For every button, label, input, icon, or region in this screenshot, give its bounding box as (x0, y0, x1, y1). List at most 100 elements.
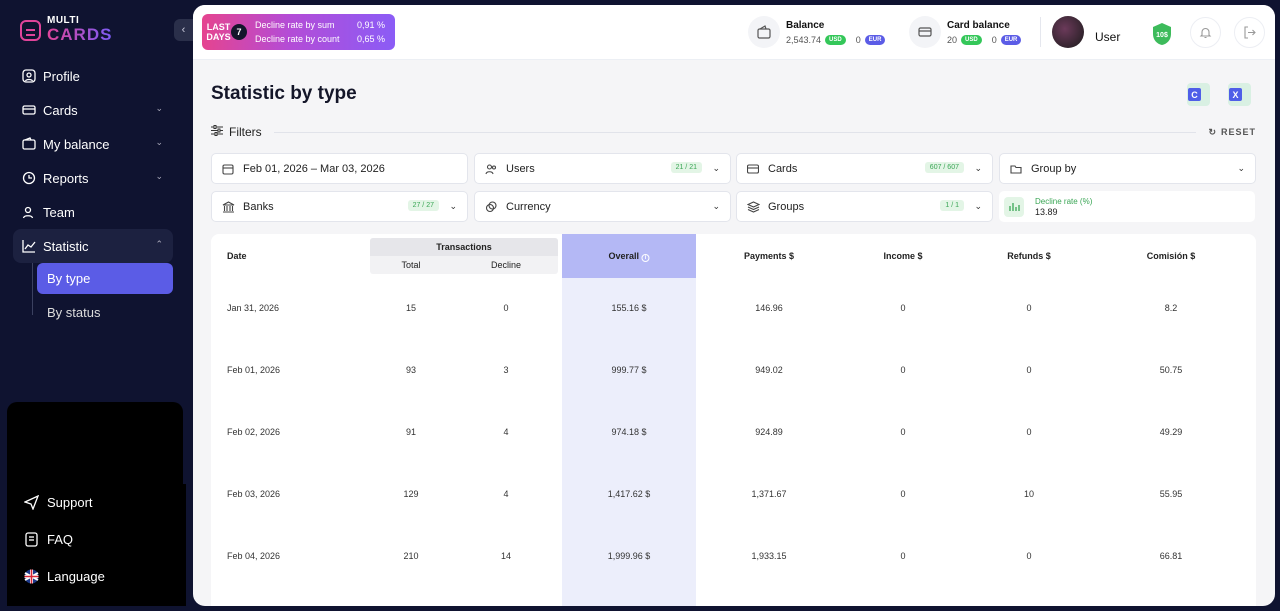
cell-refunds: 0 (1026, 365, 1032, 375)
col-header-decline[interactable]: Decline (490, 260, 522, 270)
cell-date: Feb 01, 2026 (227, 365, 281, 375)
cell-commission: 49.29 (1159, 427, 1183, 437)
sidebar-item-reports[interactable]: Reports ⌄ (13, 161, 173, 195)
balance-widget[interactable]: Balance 2,543.74 USD 0 EUR (748, 16, 886, 48)
cell-overall: 155.16 $ (611, 303, 647, 313)
currency-select[interactable]: Currency ⌄ (474, 191, 731, 222)
col-header-income[interactable]: Income $ (883, 251, 923, 261)
sidebar-item-language[interactable]: Language (7, 558, 186, 595)
rate-sum-label: Decline rate by sum (255, 20, 335, 30)
cell-payments: 146.96 (755, 303, 783, 313)
col-header-overall[interactable]: Overall i (608, 251, 650, 262)
usd-badge: USD (961, 34, 982, 45)
logo-top-text: MULTI (47, 15, 80, 26)
bell-icon[interactable] (1190, 17, 1221, 48)
col-header-date[interactable]: Date (227, 251, 247, 261)
eur-badge: EUR (864, 34, 886, 45)
cell-income: 0 (900, 303, 906, 313)
group-by-select[interactable]: Group by ⌄ (999, 153, 1256, 184)
sidebar-item-label: My balance (43, 136, 110, 152)
bank-icon (222, 200, 235, 213)
col-header-payments[interactable]: Payments $ (743, 251, 795, 261)
col-header-commission[interactable]: Comisión $ (1146, 251, 1196, 261)
cell-overall: 974.18 $ (611, 427, 647, 437)
last-days-value: 7 (231, 24, 247, 40)
avatar[interactable] (1052, 16, 1084, 48)
users-select[interactable]: Users 21 / 21 ⌄ (474, 153, 731, 184)
decline-rate-label: Decline rate (%) (1035, 196, 1093, 206)
sidebar-item-profile[interactable]: Profile (13, 59, 173, 93)
cell-refunds: 0 (1026, 427, 1032, 437)
cell-overall: 999.77 $ (611, 365, 647, 375)
banks-select[interactable]: Banks 27 / 27 ⌄ (211, 191, 468, 222)
chevron-down-icon: ⌄ (155, 171, 163, 181)
chevron-up-icon: ⌃ (155, 239, 163, 249)
cell-refunds: 10 (1023, 489, 1035, 499)
filters-label: Filters (229, 125, 262, 139)
sidebar-item-support[interactable]: Support (7, 484, 186, 521)
user-name[interactable]: User (1095, 30, 1121, 44)
cell-date: Feb 04, 2026 (227, 551, 281, 561)
date-range-picker[interactable]: Feb 01, 2026 – Mar 03, 2026 (211, 153, 468, 184)
col-header-refunds[interactable]: Refunds $ (1007, 251, 1051, 261)
cell-total: 210 (403, 551, 419, 561)
chevron-down-icon: ⌄ (1237, 163, 1245, 173)
users-label: Users (506, 162, 535, 175)
cell-commission: 8.2 (1164, 303, 1178, 313)
banks-label: Banks (243, 200, 274, 213)
cell-total: 15 (405, 303, 417, 313)
eur-badge: EUR (1000, 34, 1022, 45)
cards-count-badge: 607 / 607 (924, 162, 964, 173)
shield-icon[interactable]: 10$ (1151, 22, 1173, 46)
sidebar-subitem-by-status[interactable]: By status (47, 305, 101, 320)
usd-badge: USD (825, 34, 846, 45)
faq-icon (24, 532, 39, 547)
sidebar-item-label: FAQ (47, 532, 74, 547)
chevron-down-icon: ⌄ (974, 163, 982, 173)
col-header-overall-label: Overall (608, 251, 640, 261)
cell-total: 129 (403, 489, 419, 499)
cell-commission: 55.95 (1159, 489, 1183, 499)
wallet-icon (748, 16, 780, 48)
banks-count-badge: 27 / 27 (407, 200, 439, 211)
card-icon (747, 163, 760, 175)
statistic-subnav: By type By status (32, 263, 173, 328)
info-icon[interactable]: i (641, 254, 650, 262)
groups-count-badge: 1 / 1 (940, 200, 964, 211)
calendar-icon (222, 163, 235, 175)
export-csv-icon[interactable]: C (1187, 83, 1210, 106)
sidebar-item-team[interactable]: Team (13, 195, 173, 229)
card-balance-widget[interactable]: Card balance 20 USD 0 EUR (909, 16, 1022, 48)
logo-bottom-text: CARDS (47, 25, 113, 44)
currency-label: Currency (506, 200, 551, 213)
cell-payments: 924.89 (755, 427, 783, 437)
sidebar-item-label: Reports (43, 170, 89, 186)
export-excel-icon[interactable]: X (1228, 83, 1251, 106)
sidebar-item-my-balance[interactable]: My balance ⌄ (13, 127, 173, 161)
chevron-down-icon: ⌄ (712, 201, 720, 211)
last-days-widget[interactable]: LAST DAYS 7 Decline rate by sum 0,91 % Dec… (202, 14, 395, 50)
sidebar-item-faq[interactable]: FAQ (7, 521, 186, 558)
team-icon (22, 205, 36, 219)
sidebar-item-label: Cards (43, 102, 78, 118)
cards-select[interactable]: Cards 607 / 607 ⌄ (736, 153, 993, 184)
col-header-total[interactable]: Total (401, 260, 421, 270)
group-by-label: Group by (1031, 162, 1077, 175)
chevron-down-icon: ⌄ (155, 137, 163, 147)
users-icon (485, 163, 498, 175)
sidebar-item-cards[interactable]: Cards ⌄ (13, 93, 173, 127)
logout-icon[interactable] (1234, 17, 1265, 48)
sidebar-nav: Profile Cards ⌄ My balance ⌄ Reports ⌄ T… (13, 59, 173, 331)
reset-button[interactable]: ↻ RESET (1208, 127, 1256, 138)
cell-total: 91 (405, 427, 417, 437)
sidebar-subitem-by-type[interactable]: By type (37, 263, 173, 294)
logo[interactable]: MULTI CARDS (20, 16, 112, 44)
wallet-icon (22, 137, 36, 151)
sidebar-bottom: Support FAQ Language (7, 484, 186, 606)
chevron-left-icon[interactable]: ‹ (174, 19, 193, 41)
sidebar-item-label: Support (47, 495, 93, 510)
cell-income: 0 (900, 365, 906, 375)
sidebar-item-statistic[interactable]: Statistic ⌃ (13, 229, 173, 263)
transactions-header-group: Transactions (370, 238, 558, 274)
groups-select[interactable]: Groups 1 / 1 ⌄ (736, 191, 993, 222)
